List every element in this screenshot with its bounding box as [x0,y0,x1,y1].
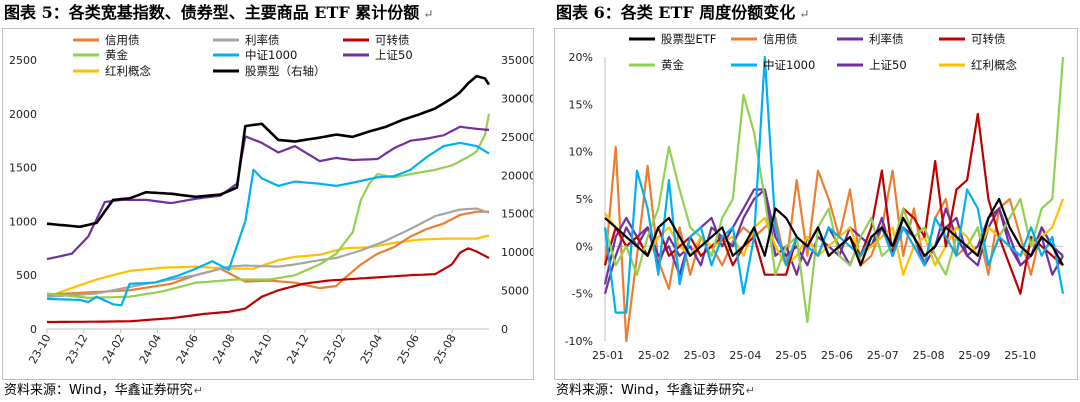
left-y-tick-label: 1500 [9,162,37,175]
series-line-equity-right-axis [46,74,491,229]
left-y-tick-label: 1000 [9,215,37,228]
legend-label: 利率债 [869,32,904,46]
x-tick-label: 25-08 [432,332,459,366]
legend-label: 上证50 [375,48,413,62]
legend-label: 黄金 [661,58,684,72]
right-y-tick-label: 15000 [501,208,533,221]
right-y-tick-label: 35000 [501,54,533,67]
x-tick-label: 24-12 [284,332,311,366]
series-line-dividend [604,198,1065,276]
y-tick-label: -5% [572,288,593,301]
x-tick-label: 25-06 [395,332,422,366]
x-tick-label: 25-03 [684,349,716,362]
left-chart-panel: 0 500 1000 1500 2000 2500 0 5000 10000 15000 20000… [2,28,534,380]
left-y-tick-label: 2500 [9,54,37,67]
legend-label: 中证1000 [763,58,815,72]
legend-label: 上证50 [869,58,907,72]
x-tick-label: 25-10 [1004,349,1036,362]
legend-label: 股票型ETF [661,32,716,46]
legend-label: 红利概念 [105,64,151,78]
x-tick-label: 24-08 [211,332,238,366]
x-tick-label: 25-04 [729,349,761,362]
x-tick-label: 24-10 [247,332,274,366]
legend-label: 利率债 [245,33,280,47]
left-chart-caption: 图表 5：各类宽基指数、债券型、主要商品 ETF 累计份额 ↵ [4,3,434,22]
x-tick-label: 23-12 [63,332,90,366]
right-y-tick-label: 20000 [501,169,533,182]
series-line-credit-bond [46,210,489,296]
y-tick-label: -10% [565,335,593,348]
series-line-credit-bond [603,145,1064,343]
y-tick-label: 15% [569,98,593,111]
right-chart-panel: -10% -5% 0% 5% 10% 15% 20% 25-01 25-02 25-03 25-04… [554,28,1078,380]
left-y-tick-label: 2000 [9,108,37,121]
series-line-convertible-bond [47,247,490,324]
right-y-tick-label: 30000 [501,92,533,105]
right-y-tick-label: 5000 [501,285,529,298]
left-y-tick-label: 0 [30,323,37,336]
left-y-tick-label: 500 [16,269,37,282]
right-y-tick-label: 10000 [501,246,533,259]
legend-label: 信用债 [105,33,140,47]
x-tick-label: 24-02 [100,332,127,366]
x-tick-label: 25-09 [958,349,990,362]
x-tick-label: 25-02 [321,332,348,366]
x-tick-label: 25-08 [913,349,945,362]
right-y-tick-label: 0 [501,323,508,336]
series-line-gold [603,56,1065,324]
series-line-gold [46,113,491,299]
right-chart-source: 资料来源：Wind，华鑫证券研究↵ [556,383,755,398]
x-tick-label: 25-06 [821,349,853,362]
series-line-csi1000 [46,141,490,307]
x-tick-label: 23-10 [26,332,53,366]
left-chart: 0500100015002000250005000100001500020000… [9,33,533,366]
x-tick-label: 25-02 [638,349,670,362]
legend-label: 可转债 [375,33,410,47]
right-y-tick-label: 25000 [501,131,533,144]
y-tick-label: 10% [569,146,593,159]
x-tick-label: 24-04 [137,332,164,366]
legend-label: 中证1000 [245,48,297,62]
series-line-dividend [46,234,490,298]
series-line-rate-bond [46,207,490,298]
legend-label: 黄金 [105,48,128,62]
y-tick-label: 20% [569,51,593,64]
x-tick-label: 25-01 [592,349,624,362]
right-chart-caption: 图表 6：各类 ETF 周度份额变化 ↵ [556,3,810,22]
series-line-equity-etf [604,197,1064,267]
series-line-csi1000 [603,55,1065,314]
legend-label: 信用债 [763,32,798,46]
x-tick-label: 25-07 [867,349,899,362]
x-tick-label: 25-05 [775,349,807,362]
y-tick-label: 0% [576,240,593,253]
right-chart: -10% -5% 0% 5% 10% 15% 20% 25-01 25-02 25-03 25-04… [565,32,1065,362]
y-tick-label: 5% [576,193,593,206]
x-tick-label: 25-04 [358,332,385,366]
left-chart-source: 资料来源：Wind，华鑫证券研究↵ [4,383,203,398]
legend-label: 可转债 [971,32,1006,46]
legend-label: 红利概念 [971,58,1017,72]
x-tick-label: 24-06 [174,332,201,366]
legend-label: 股票型（右轴） [245,64,326,78]
